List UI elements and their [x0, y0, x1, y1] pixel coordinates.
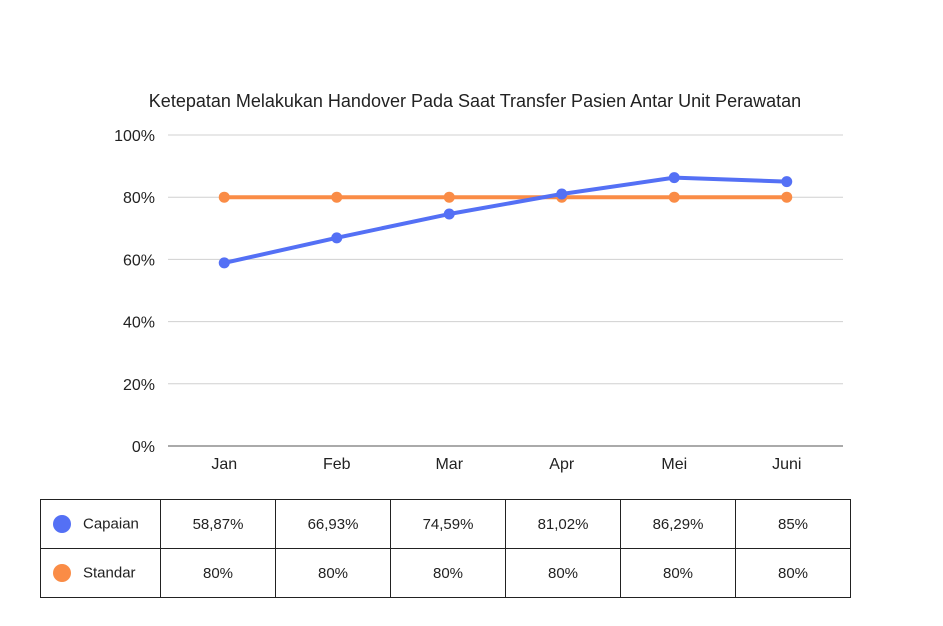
y-tick-label: 20% — [123, 377, 155, 394]
x-tick-label: Mar — [435, 456, 463, 473]
data-label: 80% — [505, 548, 621, 598]
line-chart: Ketepatan Melakukan Handover Pada Saat T… — [114, 91, 843, 473]
data-point-capaian — [556, 188, 568, 200]
series-name: Standar — [83, 564, 136, 582]
data-point-standar — [781, 191, 793, 203]
x-axis-ticks: Jan Feb Mar Apr Mei Juni — [211, 456, 801, 473]
x-tick-label: Feb — [323, 456, 351, 473]
data-point-capaian — [781, 176, 793, 188]
data-point-capaian — [668, 172, 680, 184]
y-tick-label: 60% — [123, 252, 155, 269]
data-point-standar — [218, 191, 230, 203]
data-table: Capaian 58,87% 66,93% 74,59% 81,02% 86,29% 85%… — [40, 499, 851, 598]
y-tick-label: 80% — [123, 190, 155, 207]
x-tick-label: Apr — [549, 456, 575, 473]
table-row: Standar 80% 80% 80% 80% 80% 80% — [40, 548, 851, 598]
legend-swatch-icon — [53, 564, 71, 583]
chart-title: Ketepatan Melakukan Handover Pada Saat T… — [149, 91, 801, 111]
y-tick-label: 0% — [132, 439, 155, 456]
data-label: 58,87% — [160, 499, 276, 549]
x-tick-label: Mei — [661, 456, 687, 473]
data-point-capaian — [331, 232, 343, 244]
x-tick-label: Jan — [211, 456, 237, 473]
data-point-capaian — [218, 257, 230, 269]
series-layer — [218, 172, 793, 269]
y-axis-ticks: 0% 20% 40% 60% 80% 100% — [114, 128, 155, 456]
data-point-standar — [443, 191, 455, 203]
series-name-cell: Capaian — [40, 499, 161, 549]
data-point-standar — [331, 191, 343, 203]
data-label: 86,29% — [620, 499, 736, 549]
data-label: 80% — [390, 548, 506, 598]
data-point-capaian — [443, 208, 455, 220]
data-label: 85% — [735, 499, 851, 549]
legend-swatch-icon — [53, 515, 71, 534]
x-tick-label: Juni — [772, 456, 801, 473]
data-label: 81,02% — [505, 499, 621, 549]
data-label: 80% — [275, 548, 391, 598]
series-name: Capaian — [83, 515, 139, 533]
data-label: 80% — [160, 548, 276, 598]
data-label: 74,59% — [390, 499, 506, 549]
series-name-cell: Standar — [40, 548, 161, 598]
data-label: 80% — [620, 548, 736, 598]
y-tick-label: 100% — [114, 128, 155, 145]
table-row: Capaian 58,87% 66,93% 74,59% 81,02% 86,29% 85% — [40, 499, 851, 549]
series-line-capaian — [222, 175, 789, 265]
data-label: 66,93% — [275, 499, 391, 549]
data-point-standar — [668, 191, 680, 203]
data-label: 80% — [735, 548, 851, 598]
y-tick-label: 40% — [123, 315, 155, 332]
